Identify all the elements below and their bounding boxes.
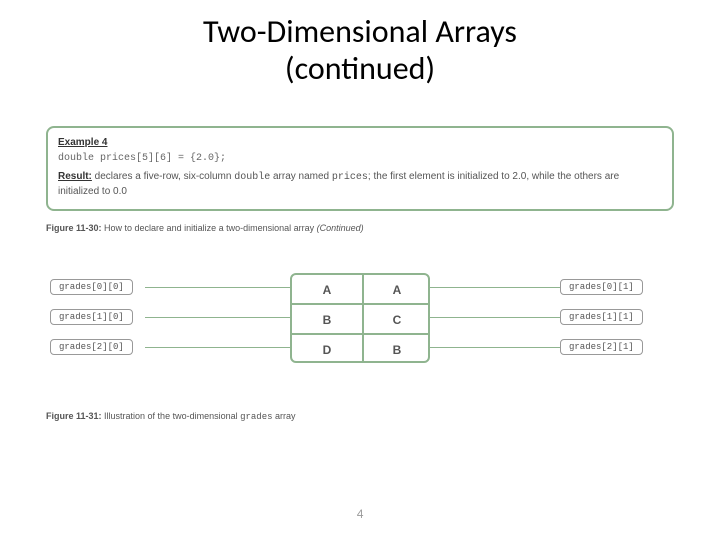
index-box-left-2: grades[2][0] [50, 339, 133, 355]
example-box: Example 4 double prices[5][6] = {2.0}; R… [46, 126, 674, 211]
cell-0-1: A [362, 275, 432, 305]
conn-right-0 [430, 287, 560, 289]
cell-1-1: C [362, 305, 432, 335]
fig31-label: Figure 11-31: [46, 411, 104, 421]
cell-2-0: D [292, 335, 362, 365]
result-mono1: double [234, 172, 270, 183]
fig30-label: Figure 11-30: [46, 223, 104, 233]
page-number: 4 [357, 507, 364, 522]
example-result: Result: declares a five-row, six-column … [58, 170, 662, 199]
fig31-text-after: array [273, 411, 296, 421]
result-mid: array named [270, 171, 332, 182]
fig30-ital: (Continued) [317, 223, 364, 233]
result-before: declares a five-row, six-column [92, 171, 234, 182]
index-box-left-0: grades[0][0] [50, 279, 133, 295]
figure-11-30-caption: Figure 11-30: How to declare and initial… [46, 223, 674, 233]
title-line2: (continued) [285, 49, 435, 88]
conn-left-2 [145, 347, 290, 349]
slide-title: Two-Dimensional Arrays (continued) [0, 0, 720, 88]
index-box-right-1: grades[1][1] [560, 309, 643, 325]
fig31-mono: grades [240, 412, 272, 422]
index-box-right-0: grades[0][1] [560, 279, 643, 295]
result-label: Result: [58, 171, 92, 182]
grades-grid: A A B C D B [290, 273, 430, 363]
result-mono2: prices [332, 172, 368, 183]
cell-2-1: B [362, 335, 432, 365]
conn-left-0 [145, 287, 290, 289]
cell-1-0: B [292, 305, 362, 335]
conn-right-1 [430, 317, 560, 319]
title-line1: Two-Dimensional Arrays [203, 12, 517, 51]
fig30-text: How to declare and initialize a two-dime… [104, 223, 317, 233]
grades-diagram: grades[0][0] grades[1][0] grades[2][0] g… [50, 273, 670, 393]
conn-left-1 [145, 317, 290, 319]
conn-right-2 [430, 347, 560, 349]
figure-11-31-caption: Figure 11-31: Illustration of the two-di… [46, 411, 674, 422]
example-heading: Example 4 [58, 136, 662, 150]
content-area: Example 4 double prices[5][6] = {2.0}; R… [0, 88, 720, 422]
fig31-text-before: Illustration of the two-dimensional [104, 411, 240, 421]
example-code: double prices[5][6] = {2.0}; [58, 152, 662, 166]
cell-0-0: A [292, 275, 362, 305]
index-box-left-1: grades[1][0] [50, 309, 133, 325]
index-box-right-2: grades[2][1] [560, 339, 643, 355]
